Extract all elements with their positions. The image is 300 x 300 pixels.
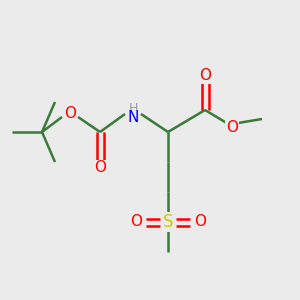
- Text: O: O: [226, 119, 238, 134]
- Text: O: O: [199, 68, 211, 83]
- Text: O: O: [194, 214, 206, 230]
- Text: N: N: [127, 110, 139, 125]
- Text: O: O: [64, 106, 76, 121]
- Text: H: H: [128, 101, 138, 115]
- Text: S: S: [163, 213, 173, 231]
- Text: O: O: [94, 160, 106, 175]
- Text: O: O: [130, 214, 142, 230]
